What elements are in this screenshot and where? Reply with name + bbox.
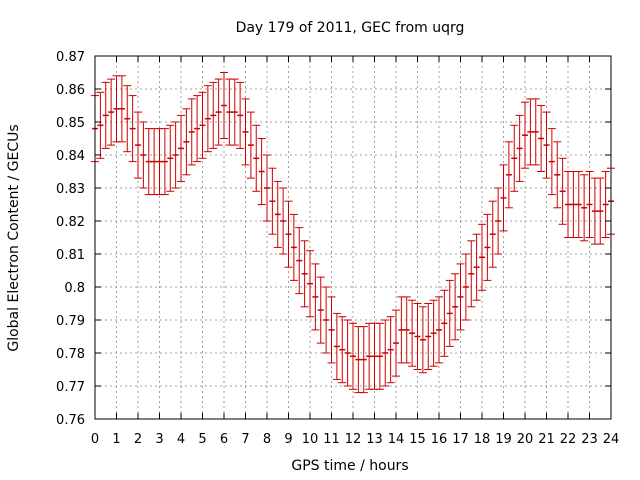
y-tick-label: 0.76 (56, 413, 85, 428)
x-tick-label: 21 (538, 432, 555, 447)
x-tick-label: 16 (431, 432, 448, 447)
x-tick-label: 19 (495, 432, 512, 447)
x-tick-label: 17 (452, 432, 469, 447)
y-tick-label: 0.85 (56, 116, 85, 131)
x-tick-label: 15 (409, 432, 426, 447)
y-tick-label: 0.77 (56, 380, 85, 395)
x-tick-label: 18 (474, 432, 491, 447)
x-tick-label: 22 (560, 432, 577, 447)
x-tick-label: 8 (263, 432, 271, 447)
y-axis-label: Global Electron Content / GECUs (6, 124, 22, 351)
y-tick-label: 0.84 (56, 149, 85, 164)
y-tick-label: 0.86 (56, 83, 85, 98)
x-tick-label: 13 (366, 432, 383, 447)
y-tick-label: 0.82 (56, 215, 85, 230)
x-tick-label: 3 (155, 432, 163, 447)
chart-title: Day 179 of 2011, GEC from uqrg (236, 20, 465, 36)
x-tick-label: 7 (241, 432, 249, 447)
x-tick-label: 20 (517, 432, 534, 447)
x-tick-label: 23 (581, 432, 598, 447)
x-tick-label: 9 (284, 432, 292, 447)
y-tick-label: 0.8 (64, 281, 85, 296)
x-tick-label: 2 (134, 432, 142, 447)
x-tick-label: 6 (220, 432, 228, 447)
x-tick-label: 0 (91, 432, 99, 447)
x-tick-label: 14 (388, 432, 405, 447)
y-tick-label: 0.78 (56, 347, 85, 362)
y-tick-label: 0.81 (56, 248, 85, 263)
x-tick-label: 12 (345, 432, 362, 447)
y-tick-label: 0.79 (56, 314, 85, 329)
y-tick-label: 0.83 (56, 182, 85, 197)
y-tick-label: 0.87 (56, 50, 85, 65)
x-tick-label: 5 (198, 432, 206, 447)
axis-ticks (94, 55, 612, 420)
x-tick-label: 11 (323, 432, 340, 447)
data-points (92, 104, 614, 361)
x-axis-label: GPS time / hours (291, 458, 408, 474)
x-tick-label: 10 (302, 432, 319, 447)
x-tick-label: 1 (112, 432, 120, 447)
x-tick-label: 24 (603, 432, 620, 447)
x-tick-label: 4 (177, 432, 185, 447)
tick-labels: 0 1 2 3 4 5 6 7 8 9 10 11 12 13 14 15 16 17 18 19 20 21 22 23 24… (56, 50, 619, 447)
